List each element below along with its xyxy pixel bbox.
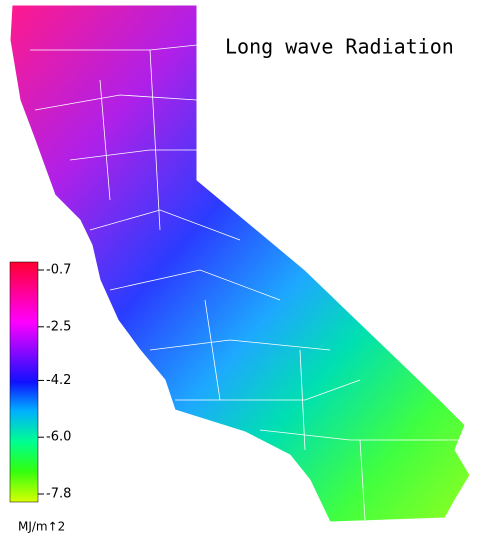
colorbar	[9, 261, 39, 503]
tick-label: -4.2	[46, 373, 71, 388]
map-title: Long wave Radiation	[225, 35, 454, 59]
tick-label: -6.0	[46, 430, 71, 445]
tick-label: -2.5	[46, 319, 71, 334]
tick-label: -7.8	[46, 487, 71, 502]
colorbar-unit: MJ/m↑2	[18, 520, 65, 534]
california	[9, 4, 471, 523]
tick-label: -0.7	[46, 263, 71, 278]
county-lines	[30, 44, 460, 521]
